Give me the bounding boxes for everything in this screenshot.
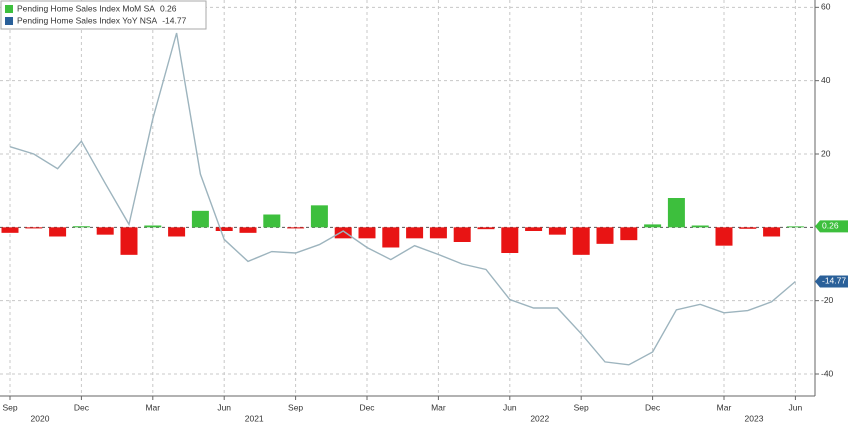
value-tag-label: -14.77 (822, 276, 846, 286)
bar (572, 227, 590, 255)
bar (310, 205, 328, 228)
x-tick-label: Sep (2, 402, 17, 412)
bar (358, 227, 376, 239)
bar (239, 227, 257, 233)
bar (644, 224, 662, 228)
bar (763, 227, 781, 237)
bar (786, 226, 804, 228)
x-year-label: 2022 (530, 413, 549, 423)
bar (429, 227, 447, 239)
bar (739, 227, 757, 229)
legend-box (0, 0, 207, 30)
bar (49, 227, 67, 237)
bar (667, 198, 685, 228)
value-tag-label: 0.26 (822, 221, 839, 231)
x-year-label: 2023 (745, 413, 764, 423)
x-tick-label: Mar (145, 402, 160, 412)
bar (215, 227, 233, 231)
x-tick-label: Jun (789, 402, 803, 412)
bar (25, 227, 43, 229)
x-tick-label: Mar (431, 402, 446, 412)
bar (715, 227, 733, 246)
bar (263, 214, 281, 228)
bar (406, 227, 424, 239)
y-tick-label: -40 (821, 368, 834, 378)
y-tick-label: -20 (821, 295, 834, 305)
bar (191, 210, 209, 228)
bar (548, 227, 566, 235)
bar (96, 227, 114, 235)
bar (120, 227, 138, 255)
x-tick-label: Mar (717, 402, 732, 412)
y-tick-label: 20 (821, 148, 831, 158)
x-tick-label: Dec (359, 402, 375, 412)
x-tick-label: Dec (645, 402, 661, 412)
x-year-label: 2020 (31, 413, 50, 423)
bar (691, 225, 709, 228)
bar (382, 227, 400, 248)
bar (287, 227, 305, 229)
legend: Pending Home Sales Index MoM SA 0.26Pendi… (0, 0, 207, 30)
bar (596, 227, 614, 244)
bar (144, 225, 162, 228)
legend-swatch (5, 5, 13, 13)
x-tick-label: Sep (574, 402, 589, 412)
bar (620, 227, 638, 241)
bar (501, 227, 519, 253)
legend-swatch (5, 17, 13, 25)
x-tick-label: Jun (503, 402, 517, 412)
y-tick-label: 60 (821, 2, 831, 12)
bar (168, 227, 186, 237)
bar (525, 227, 543, 231)
bar (453, 227, 471, 242)
x-tick-label: Sep (288, 402, 303, 412)
legend-value: -14.77 (162, 15, 186, 25)
value-tag (815, 220, 848, 233)
value-tag (815, 275, 848, 288)
bar (72, 226, 90, 228)
x-tick-label: Dec (74, 402, 90, 412)
bar (334, 227, 352, 239)
legend-value: 0.26 (160, 3, 177, 13)
x-year-label: 2021 (245, 413, 264, 423)
line (9, 32, 796, 366)
x-tick-label: Jun (217, 402, 231, 412)
y-tick-label: 40 (821, 75, 831, 85)
legend-label: Pending Home Sales Index YoY NSA (17, 15, 158, 25)
bar (1, 227, 19, 233)
bar (477, 227, 495, 230)
legend-label: Pending Home Sales Index MoM SA (17, 3, 155, 13)
